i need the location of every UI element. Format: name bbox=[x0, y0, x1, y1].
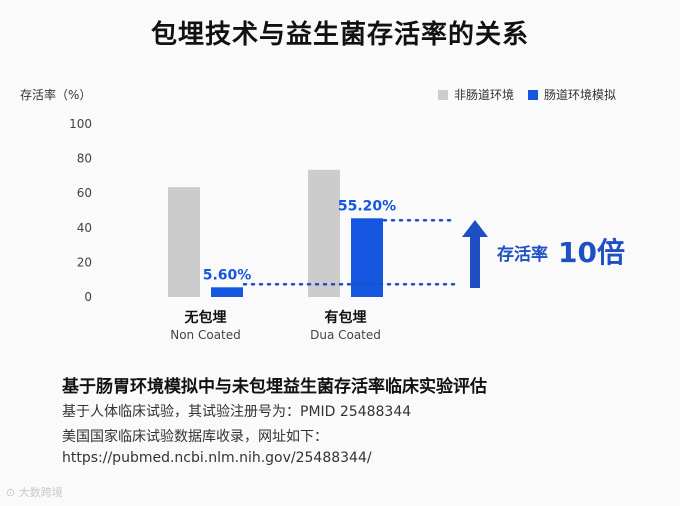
bar-blue bbox=[211, 287, 243, 297]
legend-swatch-blue bbox=[528, 89, 539, 100]
legend-item-intestinal-sim: 肠道环境模拟 bbox=[528, 86, 616, 103]
footer-line: 基于人体临床试验，其试验注册号为：PMID 25488344 bbox=[62, 404, 412, 420]
annotation-label: 存活率 bbox=[497, 244, 548, 265]
bar-chart: 0 20 40 60 80 100 5.60% 无包埋 Non Coated 55.20% 有包埋 D… bbox=[69, 117, 625, 342]
x-category-sublabel: Non Coated bbox=[170, 328, 241, 342]
y-tick-label: 60 bbox=[77, 186, 92, 200]
x-category-label: 有包埋 bbox=[325, 309, 367, 326]
legend-item-non-intestinal: 非肠道环境 bbox=[438, 86, 514, 103]
legend-swatch-gray bbox=[438, 89, 448, 100]
footer-title: 基于肠胃环境模拟中与未包埋益生菌存活率临床实验评估 bbox=[62, 377, 487, 397]
footer-url[interactable]: https://pubmed.ncbi.nlm.nih.gov/25488344… bbox=[62, 450, 372, 466]
chart-title: 包埋技术与益生菌存活率的关系 bbox=[150, 20, 529, 50]
up-arrow-icon bbox=[462, 220, 488, 288]
annotation-multiplier: 10倍 bbox=[558, 236, 625, 269]
y-tick-label: 20 bbox=[77, 255, 92, 269]
y-tick-label: 40 bbox=[77, 221, 92, 235]
data-label: 55.20% bbox=[338, 198, 396, 214]
x-category-sublabel: Dua Coated bbox=[310, 328, 381, 342]
x-category-label: 无包埋 bbox=[184, 309, 227, 326]
legend-label: 非肠道环境 bbox=[454, 88, 515, 102]
y-tick-label: 80 bbox=[77, 152, 92, 166]
y-axis-label: 存活率（%） bbox=[20, 88, 92, 102]
y-tick-label: 100 bbox=[69, 117, 92, 131]
bar-gray bbox=[168, 187, 200, 297]
y-tick-label: 0 bbox=[84, 290, 92, 304]
watermark-text: 大数跨境 bbox=[18, 486, 63, 499]
data-label: 5.60% bbox=[203, 267, 252, 283]
legend: 非肠道环境 肠道环境模拟 bbox=[438, 86, 630, 103]
watermark-logo: ⊙ 大数跨境 bbox=[6, 486, 63, 499]
legend-label: 肠道环境模拟 bbox=[544, 88, 617, 102]
footer-line: 美国国家临床试验数据库收录，网址如下： bbox=[62, 429, 328, 445]
bar-gray bbox=[308, 169, 340, 297]
